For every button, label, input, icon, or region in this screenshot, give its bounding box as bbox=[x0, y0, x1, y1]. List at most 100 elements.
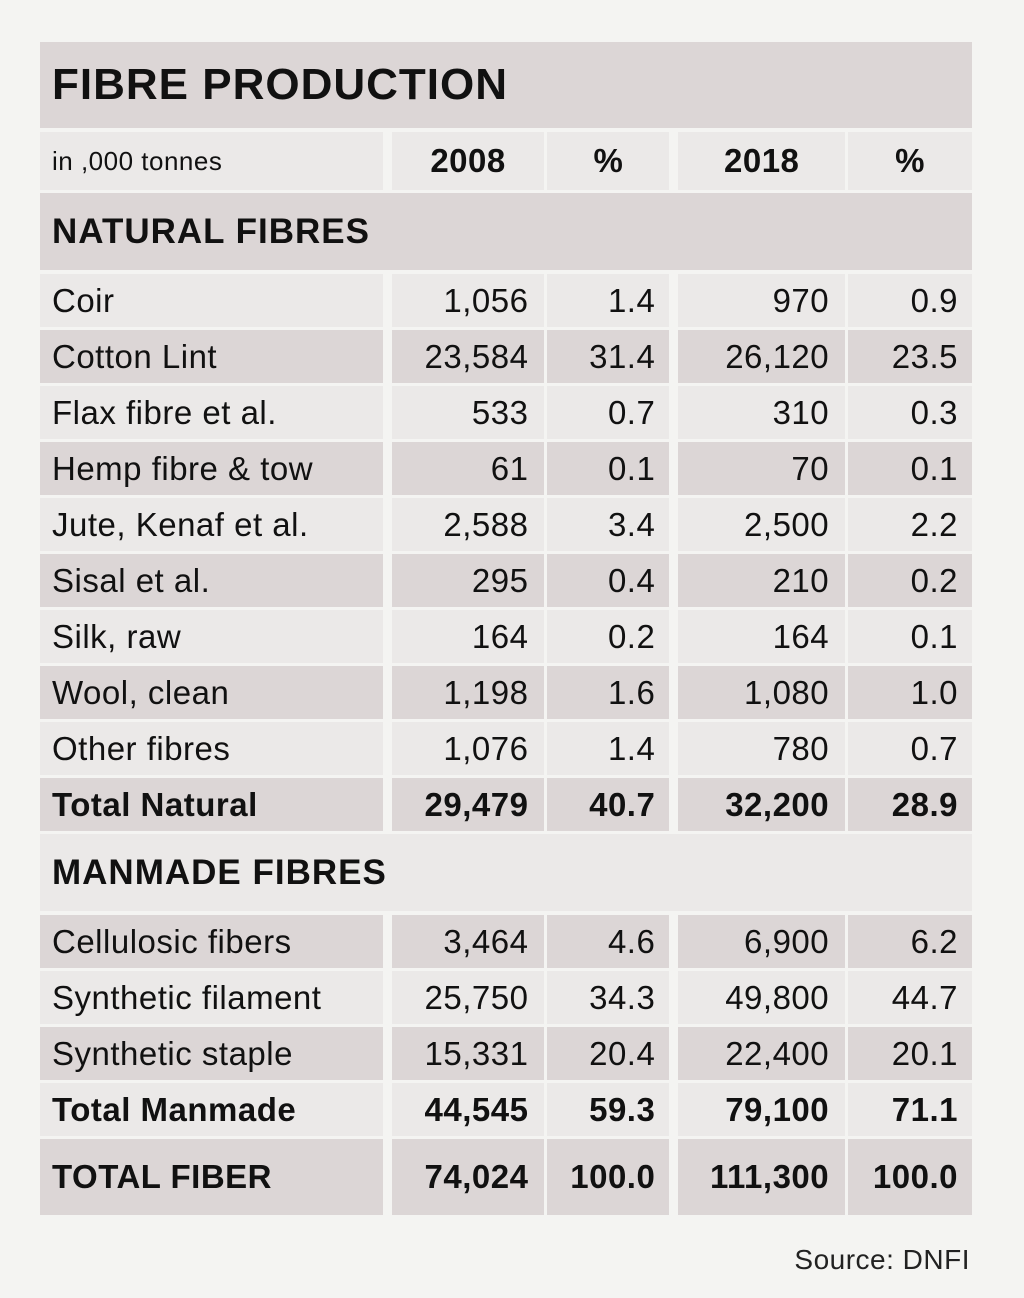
pct-2008: 4.6 bbox=[547, 915, 670, 968]
value-2008: 533 bbox=[391, 386, 545, 439]
pct-2018: 2.2 bbox=[848, 498, 973, 551]
fibre-label: Total Manmade bbox=[40, 1083, 383, 1136]
value-2008: 295 bbox=[391, 554, 545, 607]
pct-2008: 1.6 bbox=[547, 666, 670, 719]
pct-2018: 0.1 bbox=[848, 610, 973, 663]
table-row: Synthetic staple 15,331 20.4 22,400 20.1 bbox=[40, 1027, 973, 1080]
table-row: Flax fibre et al. 533 0.7 310 0.3 bbox=[40, 386, 973, 439]
pct-2008: 20.4 bbox=[547, 1027, 670, 1080]
pct-2008: 0.4 bbox=[547, 554, 670, 607]
value-2018: 1,080 bbox=[678, 666, 846, 719]
pct-2008: 1.4 bbox=[547, 722, 670, 775]
pct-2008: 34.3 bbox=[547, 971, 670, 1024]
table-row: Other fibres 1,076 1.4 780 0.7 bbox=[40, 722, 973, 775]
column-header-pct-2008: % bbox=[547, 132, 670, 190]
manmade-rows: Cellulosic fibers 3,464 4.6 6,900 6.2 Synthet… bbox=[40, 915, 973, 1136]
pct-2018: 1.0 bbox=[848, 666, 973, 719]
value-2018: 111,300 bbox=[678, 1139, 846, 1215]
fibre-label: TOTAL FIBER bbox=[40, 1139, 383, 1215]
value-2008: 44,545 bbox=[391, 1083, 545, 1136]
fibre-production-table: FIBRE PRODUCTION in ,000 tonnes 2008 % 2… bbox=[40, 42, 973, 1218]
value-2008: 1,056 bbox=[391, 274, 545, 327]
fibre-label: Synthetic staple bbox=[40, 1027, 383, 1080]
total-natural-row: Total Natural 29,479 40.7 32,200 28.9 bbox=[40, 778, 973, 831]
pct-2018: 20.1 bbox=[848, 1027, 973, 1080]
fibre-label: Silk, raw bbox=[40, 610, 383, 663]
pct-2018: 6.2 bbox=[848, 915, 973, 968]
table-title: FIBRE PRODUCTION bbox=[40, 42, 972, 128]
fibre-label: Cellulosic fibers bbox=[40, 915, 383, 968]
fibre-label: Flax fibre et al. bbox=[40, 386, 383, 439]
value-2018: 49,800 bbox=[678, 971, 846, 1024]
pct-2008: 0.1 bbox=[547, 442, 670, 495]
value-2018: 6,900 bbox=[678, 915, 846, 968]
column-header-2018: 2018 bbox=[678, 132, 846, 190]
table-row: Coir 1,056 1.4 970 0.9 bbox=[40, 274, 973, 327]
pct-2018: 28.9 bbox=[848, 778, 973, 831]
total-manmade-row: Total Manmade 44,545 59.3 79,100 71.1 bbox=[40, 1083, 973, 1136]
value-2008: 1,198 bbox=[391, 666, 545, 719]
pct-2018: 0.3 bbox=[848, 386, 973, 439]
column-header-2008: 2008 bbox=[391, 132, 545, 190]
value-2018: 22,400 bbox=[678, 1027, 846, 1080]
value-2018: 32,200 bbox=[678, 778, 846, 831]
fibre-label: Coir bbox=[40, 274, 383, 327]
pct-2018: 0.9 bbox=[848, 274, 973, 327]
table-row: Silk, raw 164 0.2 164 0.1 bbox=[40, 610, 973, 663]
pct-2018: 71.1 bbox=[848, 1083, 973, 1136]
pct-2008: 40.7 bbox=[547, 778, 670, 831]
value-2008: 25,750 bbox=[391, 971, 545, 1024]
pct-2008: 59.3 bbox=[547, 1083, 670, 1136]
table-row: Hemp fibre & tow 61 0.1 70 0.1 bbox=[40, 442, 973, 495]
table-row: Jute, Kenaf et al. 2,588 3.4 2,500 2.2 bbox=[40, 498, 973, 551]
pct-2008: 1.4 bbox=[547, 274, 670, 327]
value-2018: 79,100 bbox=[678, 1083, 846, 1136]
value-2008: 61 bbox=[391, 442, 545, 495]
source-note: Source: DNFI bbox=[794, 1244, 970, 1275]
column-header-pct-2018: % bbox=[848, 132, 972, 190]
value-2008: 3,464 bbox=[391, 915, 545, 968]
pct-2008: 0.7 bbox=[547, 386, 670, 439]
value-2008: 23,584 bbox=[391, 330, 545, 383]
fibre-label: Sisal et al. bbox=[40, 554, 383, 607]
value-2008: 164 bbox=[391, 610, 545, 663]
column-header-row: in ,000 tonnes 2008 % 2018 % bbox=[40, 132, 972, 190]
grand-total: TOTAL FIBER 74,024 100.0 111,300 100.0 bbox=[40, 1139, 973, 1215]
table-row: Sisal et al. 295 0.4 210 0.2 bbox=[40, 554, 973, 607]
pct-2018: 44.7 bbox=[848, 971, 973, 1024]
section-heading-manmade: MANMADE FIBRES bbox=[40, 834, 972, 911]
value-2008: 2,588 bbox=[391, 498, 545, 551]
total-fiber-row: TOTAL FIBER 74,024 100.0 111,300 100.0 bbox=[40, 1139, 973, 1215]
value-2008: 29,479 bbox=[391, 778, 545, 831]
value-2018: 26,120 bbox=[678, 330, 846, 383]
value-2008: 74,024 bbox=[391, 1139, 545, 1215]
pct-2018: 0.7 bbox=[848, 722, 973, 775]
pct-2008: 100.0 bbox=[547, 1139, 670, 1215]
value-2018: 2,500 bbox=[678, 498, 846, 551]
value-2018: 164 bbox=[678, 610, 846, 663]
value-2018: 310 bbox=[678, 386, 846, 439]
fibre-label: Jute, Kenaf et al. bbox=[40, 498, 383, 551]
fibre-label: Cotton Lint bbox=[40, 330, 383, 383]
table-row: Synthetic filament 25,750 34.3 49,800 44.7 bbox=[40, 971, 973, 1024]
value-2018: 70 bbox=[678, 442, 846, 495]
table-row: Wool, clean 1,198 1.6 1,080 1.0 bbox=[40, 666, 973, 719]
fibre-label: Synthetic filament bbox=[40, 971, 383, 1024]
fibre-label: Other fibres bbox=[40, 722, 383, 775]
table-row: Cotton Lint 23,584 31.4 26,120 23.5 bbox=[40, 330, 973, 383]
table-row: Cellulosic fibers 3,464 4.6 6,900 6.2 bbox=[40, 915, 973, 968]
pct-2018: 0.2 bbox=[848, 554, 973, 607]
value-2018: 210 bbox=[678, 554, 846, 607]
unit-label: in ,000 tonnes bbox=[40, 132, 383, 190]
pct-2018: 0.1 bbox=[848, 442, 973, 495]
value-2008: 1,076 bbox=[391, 722, 545, 775]
fibre-label: Total Natural bbox=[40, 778, 383, 831]
section-heading-natural: NATURAL FIBRES bbox=[40, 193, 972, 270]
value-2008: 15,331 bbox=[391, 1027, 545, 1080]
pct-2008: 0.2 bbox=[547, 610, 670, 663]
value-2018: 780 bbox=[678, 722, 846, 775]
fibre-label: Wool, clean bbox=[40, 666, 383, 719]
pct-2008: 31.4 bbox=[547, 330, 670, 383]
pct-2018: 23.5 bbox=[848, 330, 973, 383]
pct-2008: 3.4 bbox=[547, 498, 670, 551]
